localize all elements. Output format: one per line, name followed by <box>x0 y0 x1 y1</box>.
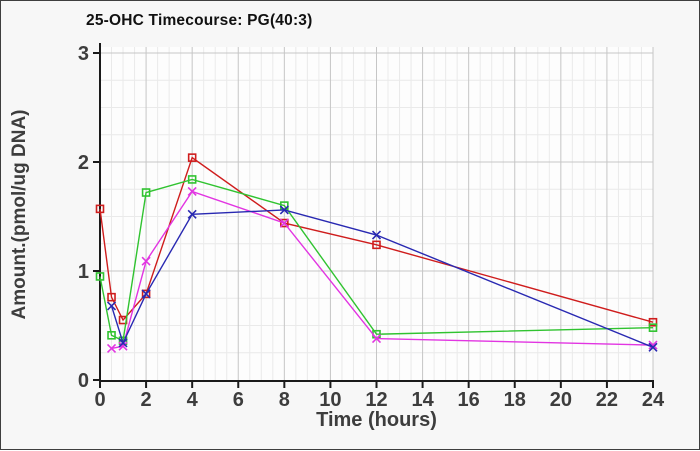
marker-x-magenta-x <box>648 340 658 350</box>
x-tick-label: 10 <box>319 389 341 411</box>
marker-square-green-squares <box>648 323 658 332</box>
series-line-green-squares <box>99 178 654 342</box>
marker-x-magenta-x <box>279 218 289 228</box>
marker-x-blue-x <box>648 342 658 352</box>
x-tick-label: 16 <box>458 389 480 411</box>
marker-square-green-squares <box>107 331 116 340</box>
x-tick-label: 6 <box>233 389 244 411</box>
y-tick-label: 1 <box>78 261 89 283</box>
x-tick-label: 14 <box>411 389 434 411</box>
marker-x-magenta-x <box>371 334 382 344</box>
x-tick-label: 18 <box>504 389 526 411</box>
marker-x-blue-x <box>187 209 197 219</box>
y-axis-label: Amount.(pmol/ug DNA) <box>9 109 30 319</box>
marker-x-magenta-x <box>187 186 197 196</box>
x-tick-label: 4 <box>187 389 199 411</box>
marker-square-green-squares <box>187 175 197 184</box>
marker-square-red-squares <box>372 240 381 250</box>
x-axis-label: Time (hours) <box>316 409 437 431</box>
y-tick-label: 2 <box>78 152 89 174</box>
y-tick-label: 0 <box>78 370 89 392</box>
x-tick-label: 2 <box>141 389 152 411</box>
marker-square-red-squares <box>187 153 197 162</box>
marker-x-magenta-x <box>141 256 151 266</box>
marker-square-red-squares <box>141 289 151 299</box>
x-tick-label: 24 <box>642 389 665 411</box>
marker-square-red-squares <box>280 218 289 228</box>
marker-x-blue-x <box>279 205 289 215</box>
marker-square-red-squares <box>648 317 658 327</box>
marker-square-red-squares <box>95 204 105 214</box>
marker-square-green-squares <box>95 272 105 281</box>
marker-x-blue-x <box>371 230 382 240</box>
marker-square-red-squares <box>107 292 116 302</box>
x-tick-label: 8 <box>279 389 290 411</box>
x-tick-label: 22 <box>596 389 618 411</box>
x-tick-label: 20 <box>550 389 572 411</box>
marker-x-blue-x <box>141 289 151 299</box>
marker-square-green-squares <box>141 188 151 197</box>
marker-x-magenta-x <box>118 341 128 351</box>
chart-title: 25-OHC Timecourse: PG(40:3) <box>86 12 313 29</box>
y-tick-label: 3 <box>78 43 89 65</box>
marker-x-magenta-x <box>106 343 117 353</box>
marker-x-blue-x <box>106 301 117 311</box>
x-tick-label: 12 <box>365 389 387 411</box>
marker-x-blue-x <box>118 338 128 348</box>
x-tick-label: 0 <box>94 389 105 411</box>
